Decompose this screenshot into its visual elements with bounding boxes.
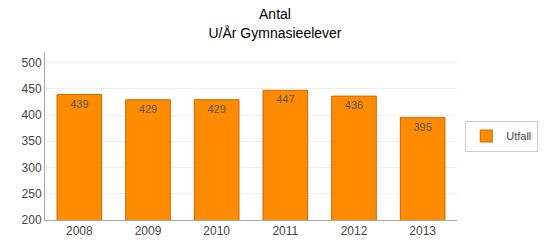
svg-text:350: 350 (22, 134, 42, 148)
svg-text:2009: 2009 (135, 224, 162, 238)
svg-text:2013: 2013 (409, 224, 436, 238)
svg-text:2010: 2010 (203, 224, 230, 238)
svg-text:500: 500 (22, 56, 42, 70)
svg-text:2008: 2008 (66, 224, 93, 238)
svg-text:300: 300 (22, 161, 42, 175)
svg-text:AntalU/År Gymnasieelever: AntalU/År Gymnasieelever (208, 6, 341, 40)
svg-text:2011: 2011 (272, 224, 298, 238)
svg-text:447: 447 (276, 93, 294, 105)
svg-text:395: 395 (413, 121, 431, 133)
svg-text:450: 450 (22, 82, 42, 96)
svg-text:429: 429 (139, 103, 157, 115)
svg-text:2012: 2012 (341, 224, 368, 238)
svg-text:429: 429 (207, 103, 225, 115)
svg-text:250: 250 (22, 187, 42, 201)
svg-text:Utfall: Utfall (506, 130, 531, 142)
svg-text:436: 436 (345, 99, 363, 111)
svg-text:200: 200 (22, 213, 42, 227)
svg-text:400: 400 (22, 108, 42, 122)
svg-text:439: 439 (70, 98, 88, 110)
